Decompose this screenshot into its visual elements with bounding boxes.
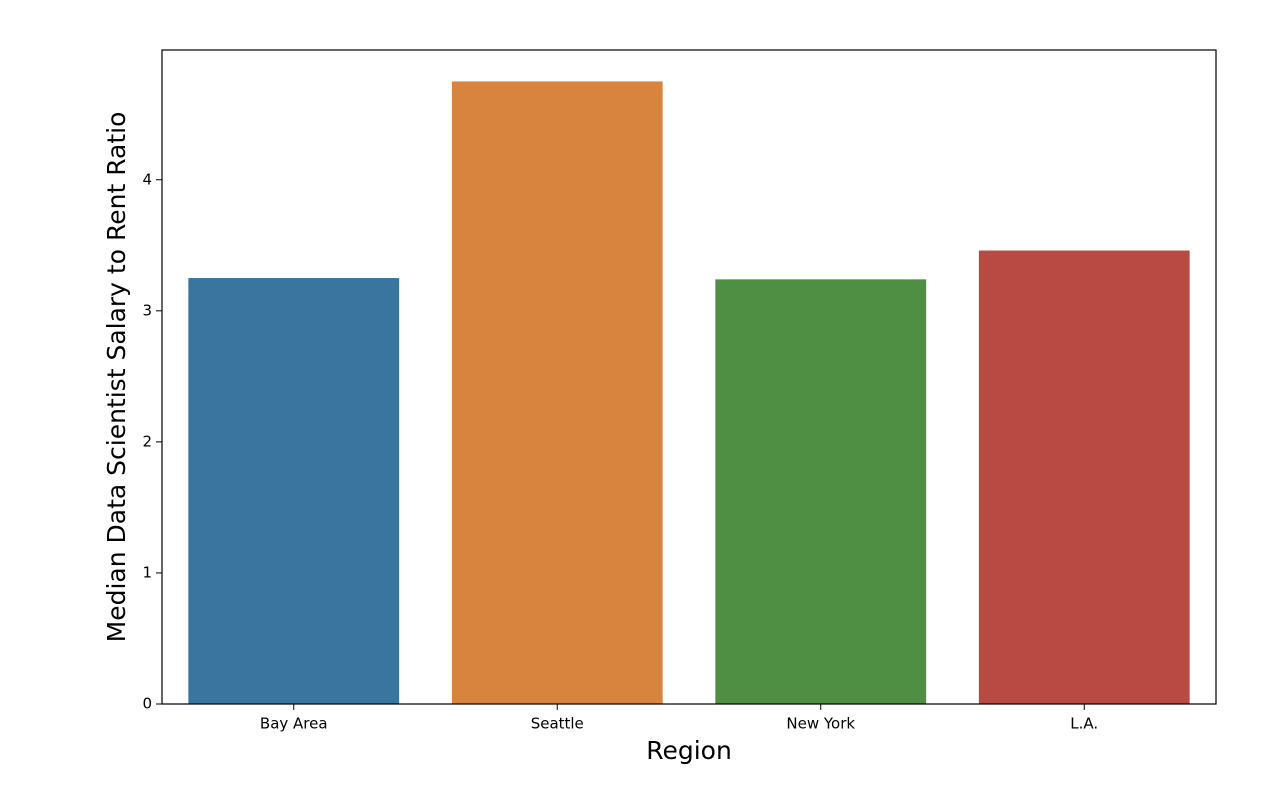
x-tick-label: L.A.: [1070, 715, 1098, 733]
y-tick-label: 3: [142, 301, 152, 319]
bar: [715, 279, 927, 704]
bar: [451, 81, 663, 705]
y-tick-label: 1: [142, 563, 152, 581]
x-tick-label: Bay Area: [260, 715, 328, 733]
bar: [978, 250, 1190, 704]
bar: [188, 278, 400, 704]
x-axis-label: Region: [646, 736, 732, 765]
x-tick-label: Seattle: [531, 715, 584, 733]
y-tick-label: 0: [142, 695, 152, 713]
y-axis-label: Median Data Scientist Salary to Rent Rat…: [102, 112, 131, 643]
y-tick-label: 4: [142, 170, 152, 188]
plot-frame: [161, 49, 1217, 705]
x-tick-label: New York: [786, 715, 855, 733]
y-tick-label: 2: [142, 432, 152, 450]
